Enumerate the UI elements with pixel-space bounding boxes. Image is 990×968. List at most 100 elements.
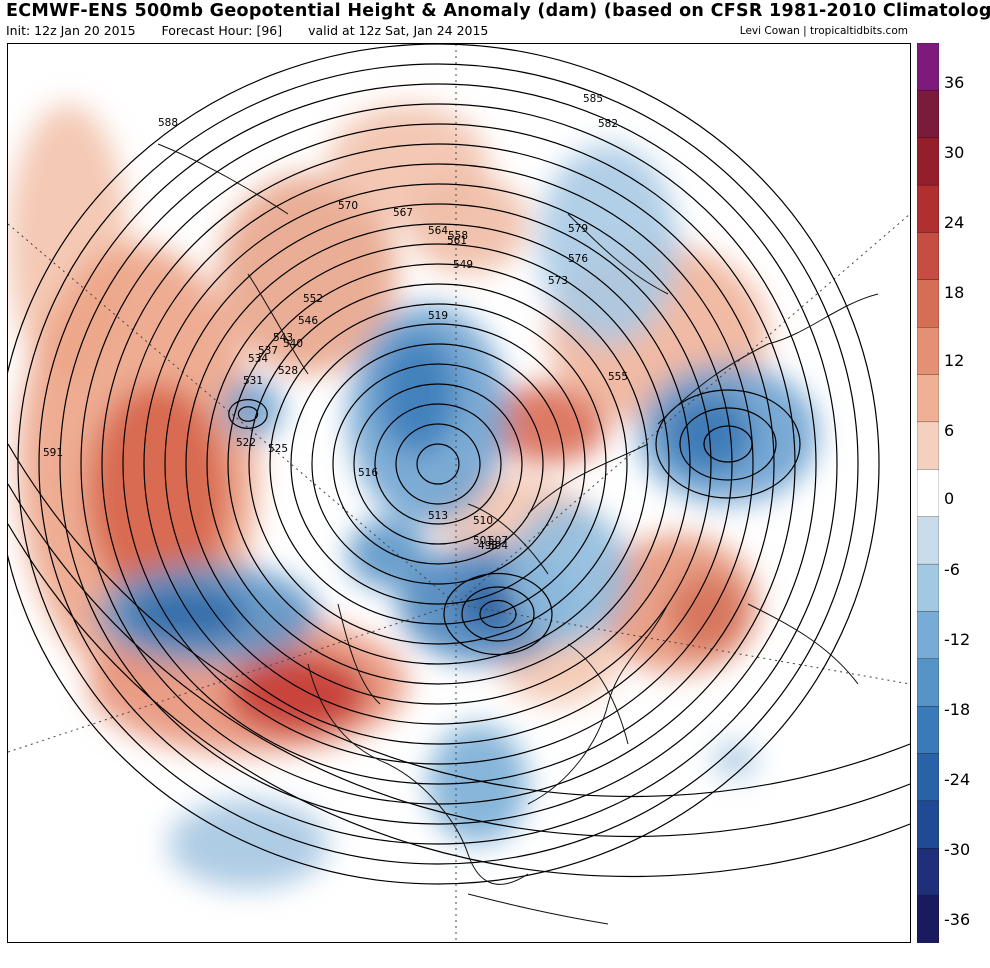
colorbar-tick-label: 18 xyxy=(944,283,965,302)
colorbar-tick-label: 36 xyxy=(944,73,965,92)
colorbar-swatch xyxy=(916,421,940,471)
contour-label: 576 xyxy=(568,253,588,265)
contour-label: 498 xyxy=(478,540,498,552)
contour-label: 516 xyxy=(358,467,378,479)
height-contour xyxy=(164,203,712,725)
height-contour xyxy=(59,103,817,825)
map-panel: 588 585 582 579 576 573 570 567 564 561 558 549 552 5… xyxy=(7,43,911,943)
forecast-hour: Forecast Hour: [96] xyxy=(161,23,283,38)
contour-label: 534 xyxy=(248,353,268,365)
contour-label: 507 xyxy=(488,535,508,547)
height-contour xyxy=(101,143,775,785)
colorbar-tick-label: -6 xyxy=(944,560,960,579)
contour-label: 501 xyxy=(473,535,493,547)
colorbar-swatch xyxy=(916,611,940,660)
contour-label: 573 xyxy=(548,275,568,287)
contour-label: 537 xyxy=(258,345,278,357)
colorbar-swatch xyxy=(916,279,940,328)
anomaly-blob xyxy=(348,519,428,589)
height-contour xyxy=(237,406,259,422)
colorbar-swatch xyxy=(916,516,940,565)
credit-line: Levi Cowan | tropicaltidbits.com xyxy=(739,25,908,37)
colorbar-tick-label: 12 xyxy=(944,351,965,370)
height-contour xyxy=(228,399,268,430)
colorbar-swatch xyxy=(916,469,940,518)
map-title: ECMWF-ENS 500mb Geopotential Height & An… xyxy=(6,1,990,21)
height-contour xyxy=(17,63,859,865)
height-contour xyxy=(227,263,649,665)
colorbar-swatch xyxy=(916,232,940,281)
height-contour xyxy=(679,407,777,481)
colorbar-swatch xyxy=(916,658,940,707)
contour-label: 549 xyxy=(453,259,473,271)
colorbar-swatch xyxy=(916,563,940,613)
height-contour xyxy=(479,599,517,629)
colorbar-swatches xyxy=(916,42,940,944)
height-contour xyxy=(353,383,523,545)
colorbar-tick-label: 0 xyxy=(944,489,955,508)
height-contour xyxy=(461,586,535,642)
contour-label: 585 xyxy=(583,93,603,105)
height-contour xyxy=(703,425,753,463)
height-contour xyxy=(395,423,481,505)
contour-label: 519 xyxy=(428,310,448,322)
height-contour xyxy=(122,163,754,765)
height-contour xyxy=(8,44,880,885)
anomaly-blob xyxy=(713,742,757,778)
contour-label: 546 xyxy=(298,315,318,327)
contour-label: 570 xyxy=(338,200,358,212)
contour-label: 540 xyxy=(283,338,303,350)
height-contour xyxy=(8,483,910,838)
height-contour xyxy=(332,363,544,565)
colorbar-swatch xyxy=(916,42,940,92)
anomaly-blob xyxy=(168,799,328,889)
contour-label: 582 xyxy=(598,118,618,130)
anomaly-blob xyxy=(408,174,528,274)
colorbar-tick-label: 24 xyxy=(944,213,965,232)
contour-label: 513 xyxy=(428,510,448,522)
anomaly-blob xyxy=(223,379,283,439)
anomaly-blob xyxy=(538,144,678,344)
contour-label: 552 xyxy=(303,293,323,305)
colorbar-tick-label: -12 xyxy=(944,630,971,649)
anomaly-blob xyxy=(218,174,398,374)
anomaly-blob xyxy=(378,334,458,454)
height-contour xyxy=(374,403,502,525)
colorbar-swatch xyxy=(916,895,940,944)
contour-label: 525 xyxy=(268,443,288,455)
contour-label: 543 xyxy=(273,332,293,344)
colorbar-tick-label: -18 xyxy=(944,700,971,719)
colorbar-tick-label: 30 xyxy=(944,143,965,162)
colorbar-swatch xyxy=(916,753,940,802)
contour-label: 522 xyxy=(236,437,256,449)
contour-label: 564 xyxy=(428,225,448,237)
contour-label: 504 xyxy=(488,540,508,552)
height-contour xyxy=(8,523,910,878)
contour-label: 588 xyxy=(158,117,178,129)
valid-time: valid at 12z Sat, Jan 24 2015 xyxy=(308,23,489,38)
contour-label: 531 xyxy=(243,375,263,387)
contour-label: 591 xyxy=(43,447,63,459)
contour-label: 567 xyxy=(393,207,413,219)
colorbar-tick-label: -30 xyxy=(944,840,971,859)
height-contour xyxy=(416,443,460,485)
colorbar-swatch xyxy=(916,800,940,850)
height-contour xyxy=(269,303,607,625)
height-contour xyxy=(185,223,691,705)
contour-label: 528 xyxy=(278,365,298,377)
map-subtitle: Init: 12z Jan 20 2015 Forecast Hour: [96… xyxy=(6,23,510,38)
colorbar-swatch xyxy=(916,90,940,139)
colorbar-swatch xyxy=(916,706,940,755)
anomaly-blob xyxy=(508,504,628,644)
height-contour xyxy=(290,323,586,605)
contour-label: 579 xyxy=(568,223,588,235)
height-contour xyxy=(655,389,801,499)
colorbar xyxy=(916,42,940,944)
anomaly-blob xyxy=(88,384,228,604)
height-contour xyxy=(443,572,553,656)
height-contour xyxy=(38,83,838,845)
anomaly-blob xyxy=(668,574,748,654)
contour-label: 558 xyxy=(448,230,468,242)
